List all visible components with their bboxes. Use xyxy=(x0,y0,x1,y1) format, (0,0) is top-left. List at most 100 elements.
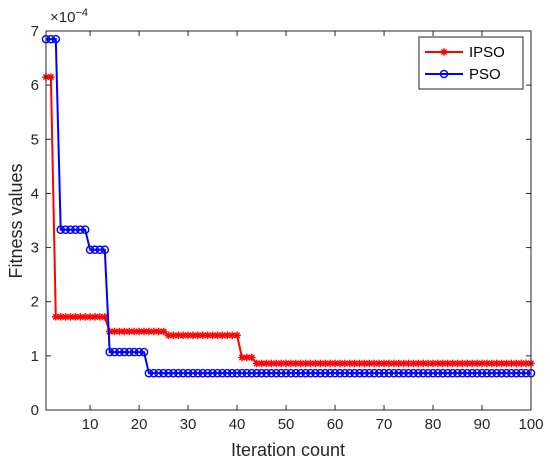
data-point-pso xyxy=(516,368,526,378)
data-point-ipso xyxy=(365,359,374,368)
data-point-pso xyxy=(95,245,105,255)
data-point-ipso xyxy=(497,359,506,368)
data-point-pso xyxy=(404,368,413,378)
x-tick-label: 10 xyxy=(82,416,99,433)
data-point-ipso xyxy=(243,353,251,362)
data-point-pso xyxy=(350,368,359,378)
data-point-ipso xyxy=(135,327,143,336)
data-point-pso xyxy=(355,368,364,378)
x-axis-label: Iteration count xyxy=(231,440,345,460)
data-point-ipso xyxy=(169,331,178,340)
data-point-ipso xyxy=(247,353,256,362)
data-point-ipso xyxy=(257,359,266,368)
data-point-pso xyxy=(296,368,306,378)
data-point-pso xyxy=(418,368,428,378)
data-point-pso xyxy=(144,368,154,378)
series-line-pso xyxy=(46,38,531,375)
data-point-pso xyxy=(320,368,330,378)
data-point-ipso xyxy=(272,359,281,368)
data-point-pso xyxy=(487,368,497,378)
y-tick-label: 0 xyxy=(31,402,39,419)
data-point-ipso xyxy=(458,359,467,368)
data-point-pso xyxy=(218,368,227,378)
data-point-pso xyxy=(257,368,266,378)
data-point-ipso xyxy=(66,313,75,321)
y-tick-label: 1 xyxy=(31,348,39,365)
series-layer xyxy=(41,34,536,378)
data-point-ipso xyxy=(164,331,173,340)
data-point-pso xyxy=(173,368,183,378)
data-point-ipso xyxy=(517,359,526,368)
data-point-ipso xyxy=(233,331,241,340)
data-point-pso xyxy=(198,368,208,378)
data-point-pso xyxy=(71,225,80,235)
data-point-ipso xyxy=(380,359,388,368)
data-point-ipso xyxy=(409,359,418,368)
data-point-ipso xyxy=(507,359,516,368)
data-point-pso xyxy=(369,368,379,378)
data-point-pso xyxy=(384,368,394,378)
data-point-pso xyxy=(134,347,144,357)
x-tick-label: 20 xyxy=(131,416,148,433)
data-point-ipso xyxy=(492,359,501,368)
x-tick-label: 80 xyxy=(425,416,442,433)
data-point-pso xyxy=(237,368,247,378)
data-point-pso xyxy=(360,368,369,378)
data-point-pso xyxy=(85,245,95,255)
data-point-pso xyxy=(276,368,286,378)
data-point-pso xyxy=(502,368,511,378)
x-tick-label: 90 xyxy=(474,416,491,433)
data-point-pso xyxy=(149,368,159,378)
data-point-pso xyxy=(90,245,100,255)
data-point-ipso xyxy=(370,359,379,368)
data-point-ipso xyxy=(71,313,80,321)
y-tick-label: 7 xyxy=(31,23,39,40)
data-point-ipso xyxy=(120,327,129,336)
data-point-ipso xyxy=(223,331,232,340)
data-point-ipso xyxy=(439,359,447,368)
data-point-ipso xyxy=(301,359,310,368)
data-point-ipso xyxy=(473,359,481,368)
data-point-ipso xyxy=(179,331,187,340)
data-point-ipso xyxy=(282,359,290,368)
data-point-pso xyxy=(124,347,134,357)
data-point-pso xyxy=(222,368,232,378)
data-point-pso xyxy=(492,368,502,378)
data-point-ipso xyxy=(51,313,60,321)
data-point-ipso xyxy=(429,359,437,368)
data-point-ipso xyxy=(434,359,442,368)
data-point-pso xyxy=(472,368,482,378)
data-point-ipso xyxy=(91,313,99,321)
data-point-pso xyxy=(414,368,423,378)
data-point-pso xyxy=(120,347,129,357)
data-point-pso xyxy=(467,368,477,378)
plot-frame xyxy=(45,30,532,411)
data-point-pso xyxy=(423,368,433,378)
data-point-ipso xyxy=(292,359,300,368)
data-point-pso xyxy=(433,368,443,378)
data-point-pso xyxy=(428,368,438,378)
y-axis-label: Fitness values xyxy=(6,163,26,278)
data-point-ipso xyxy=(149,327,158,336)
data-point-pso xyxy=(325,368,335,378)
series-ipso xyxy=(42,73,535,368)
data-point-ipso xyxy=(424,359,432,368)
data-point-pso xyxy=(188,368,198,378)
data-point-ipso xyxy=(448,359,457,368)
data-point-pso xyxy=(507,368,516,378)
x-tick-label: 30 xyxy=(180,416,197,433)
data-point-pso xyxy=(399,368,408,378)
data-point-ipso xyxy=(414,359,423,368)
legend-label: IPSO xyxy=(469,44,505,61)
data-point-pso xyxy=(46,34,56,44)
data-point-ipso xyxy=(341,359,349,368)
legend-marker xyxy=(439,69,449,79)
data-point-ipso xyxy=(86,313,94,321)
legend-item-ipso: IPSO xyxy=(425,44,505,61)
data-point-pso xyxy=(100,245,110,255)
data-point-ipso xyxy=(154,327,163,336)
data-point-pso xyxy=(203,368,212,378)
data-point-pso xyxy=(394,368,404,378)
data-point-ipso xyxy=(267,359,276,368)
data-point-ipso xyxy=(203,331,212,340)
